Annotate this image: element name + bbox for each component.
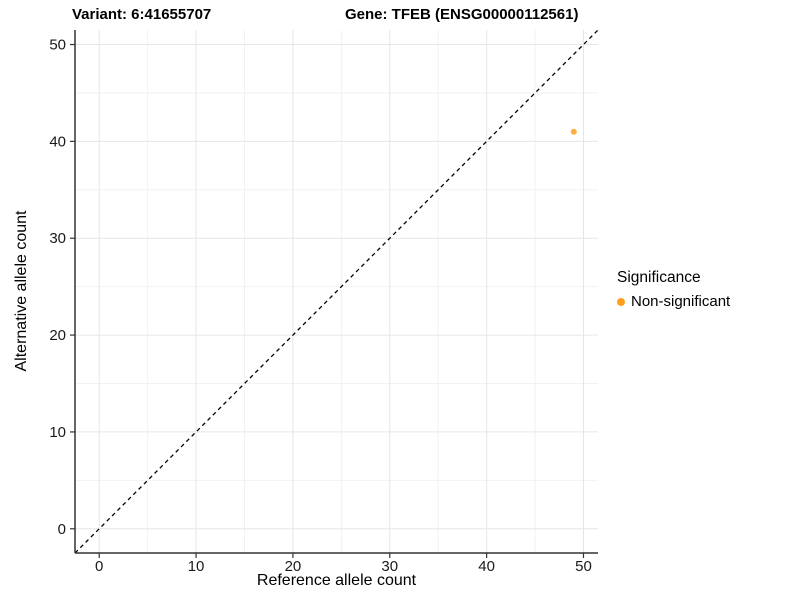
x-tick-label: 50: [575, 558, 592, 575]
y-tick-label: 10: [49, 424, 66, 441]
y-tick-label: 30: [49, 230, 66, 247]
gene-title: Gene: TFEB (ENSG00000112561): [345, 6, 579, 23]
legend-item-label: Non-significant: [631, 293, 731, 310]
y-axis-title: Alternative allele count: [13, 210, 30, 372]
legend-dot-icon: [617, 297, 625, 306]
y-tick-label: 20: [49, 327, 66, 344]
legend: Significance Non-significant: [617, 269, 730, 310]
y-tick-label: 50: [49, 37, 66, 54]
x-axis-title: Reference allele count: [256, 572, 417, 589]
x-tick-label: 0: [95, 558, 103, 575]
x-tick-label: 40: [478, 558, 495, 575]
y-tick-label: 0: [58, 521, 66, 538]
data-point: [570, 128, 577, 135]
x-tick-label: 20: [285, 558, 302, 575]
legend-item: Non-significant: [617, 293, 730, 310]
x-tick-label: 30: [381, 558, 398, 575]
identity-line: [74, 29, 599, 554]
y-tick-label: 40: [49, 133, 66, 150]
variant-title: Variant: 6:41655707: [72, 6, 212, 23]
legend-title: Significance: [617, 269, 701, 286]
x-tick-label: 10: [188, 558, 205, 575]
